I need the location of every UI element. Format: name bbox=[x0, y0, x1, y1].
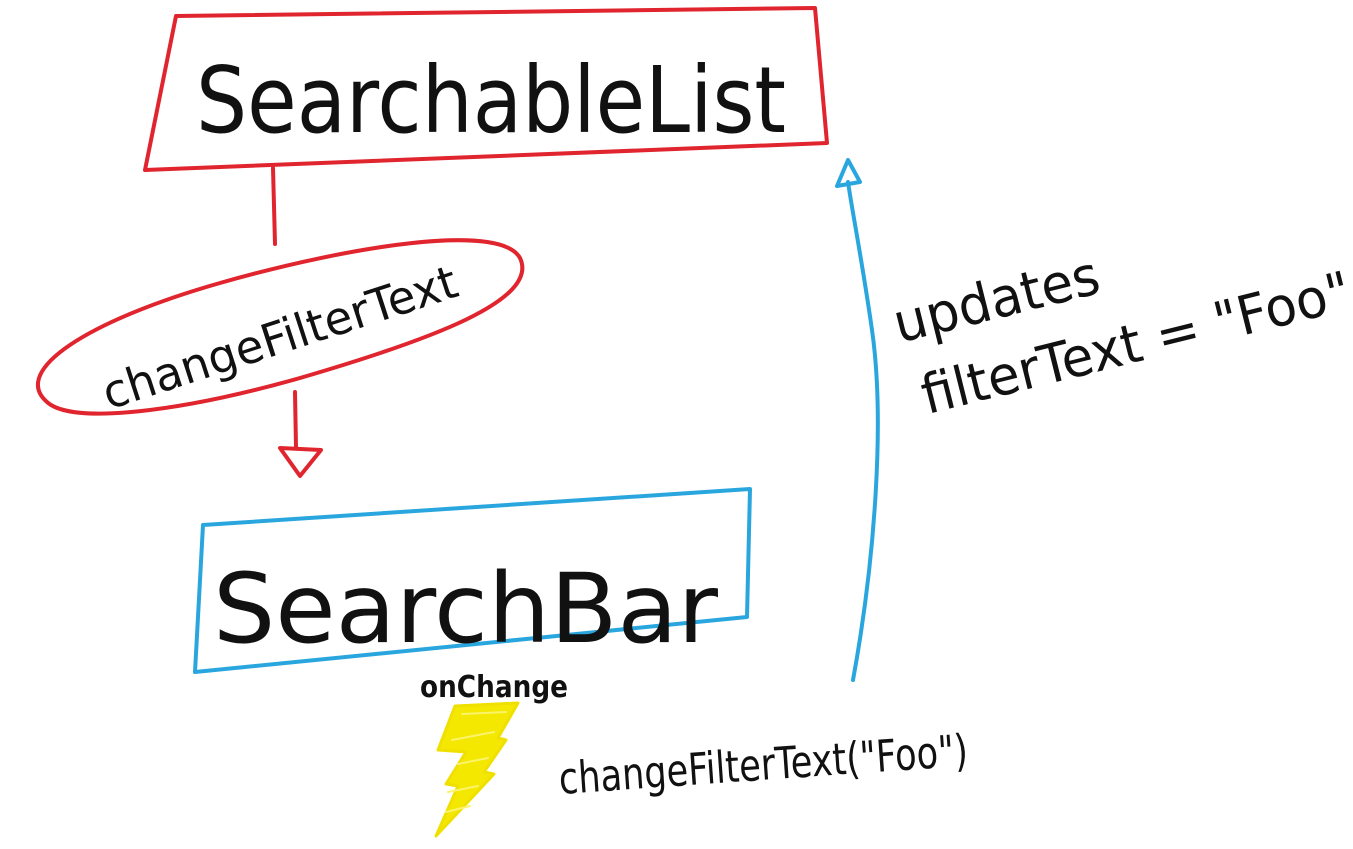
prop-connector-top bbox=[271, 166, 277, 246]
searchablelist-box bbox=[143, 6, 829, 172]
state-update-arrowhead bbox=[835, 158, 862, 188]
searchbar-box bbox=[193, 487, 752, 674]
callback-call-label: changeFilterText("Foo") bbox=[557, 726, 970, 805]
lightning-bolt-icon bbox=[434, 701, 520, 838]
prop-callback-ellipse bbox=[35, 238, 525, 416]
onchange-event-label: onChange bbox=[420, 670, 568, 705]
searchbar-label: SearchBar bbox=[213, 553, 719, 665]
searchablelist-label: SearchableList bbox=[196, 47, 786, 154]
prop-connector-bottom bbox=[293, 390, 298, 450]
prop-arrowhead bbox=[278, 446, 323, 478]
prop-callback-label: changeFilterText bbox=[95, 255, 464, 421]
state-update-arrow bbox=[846, 180, 880, 682]
